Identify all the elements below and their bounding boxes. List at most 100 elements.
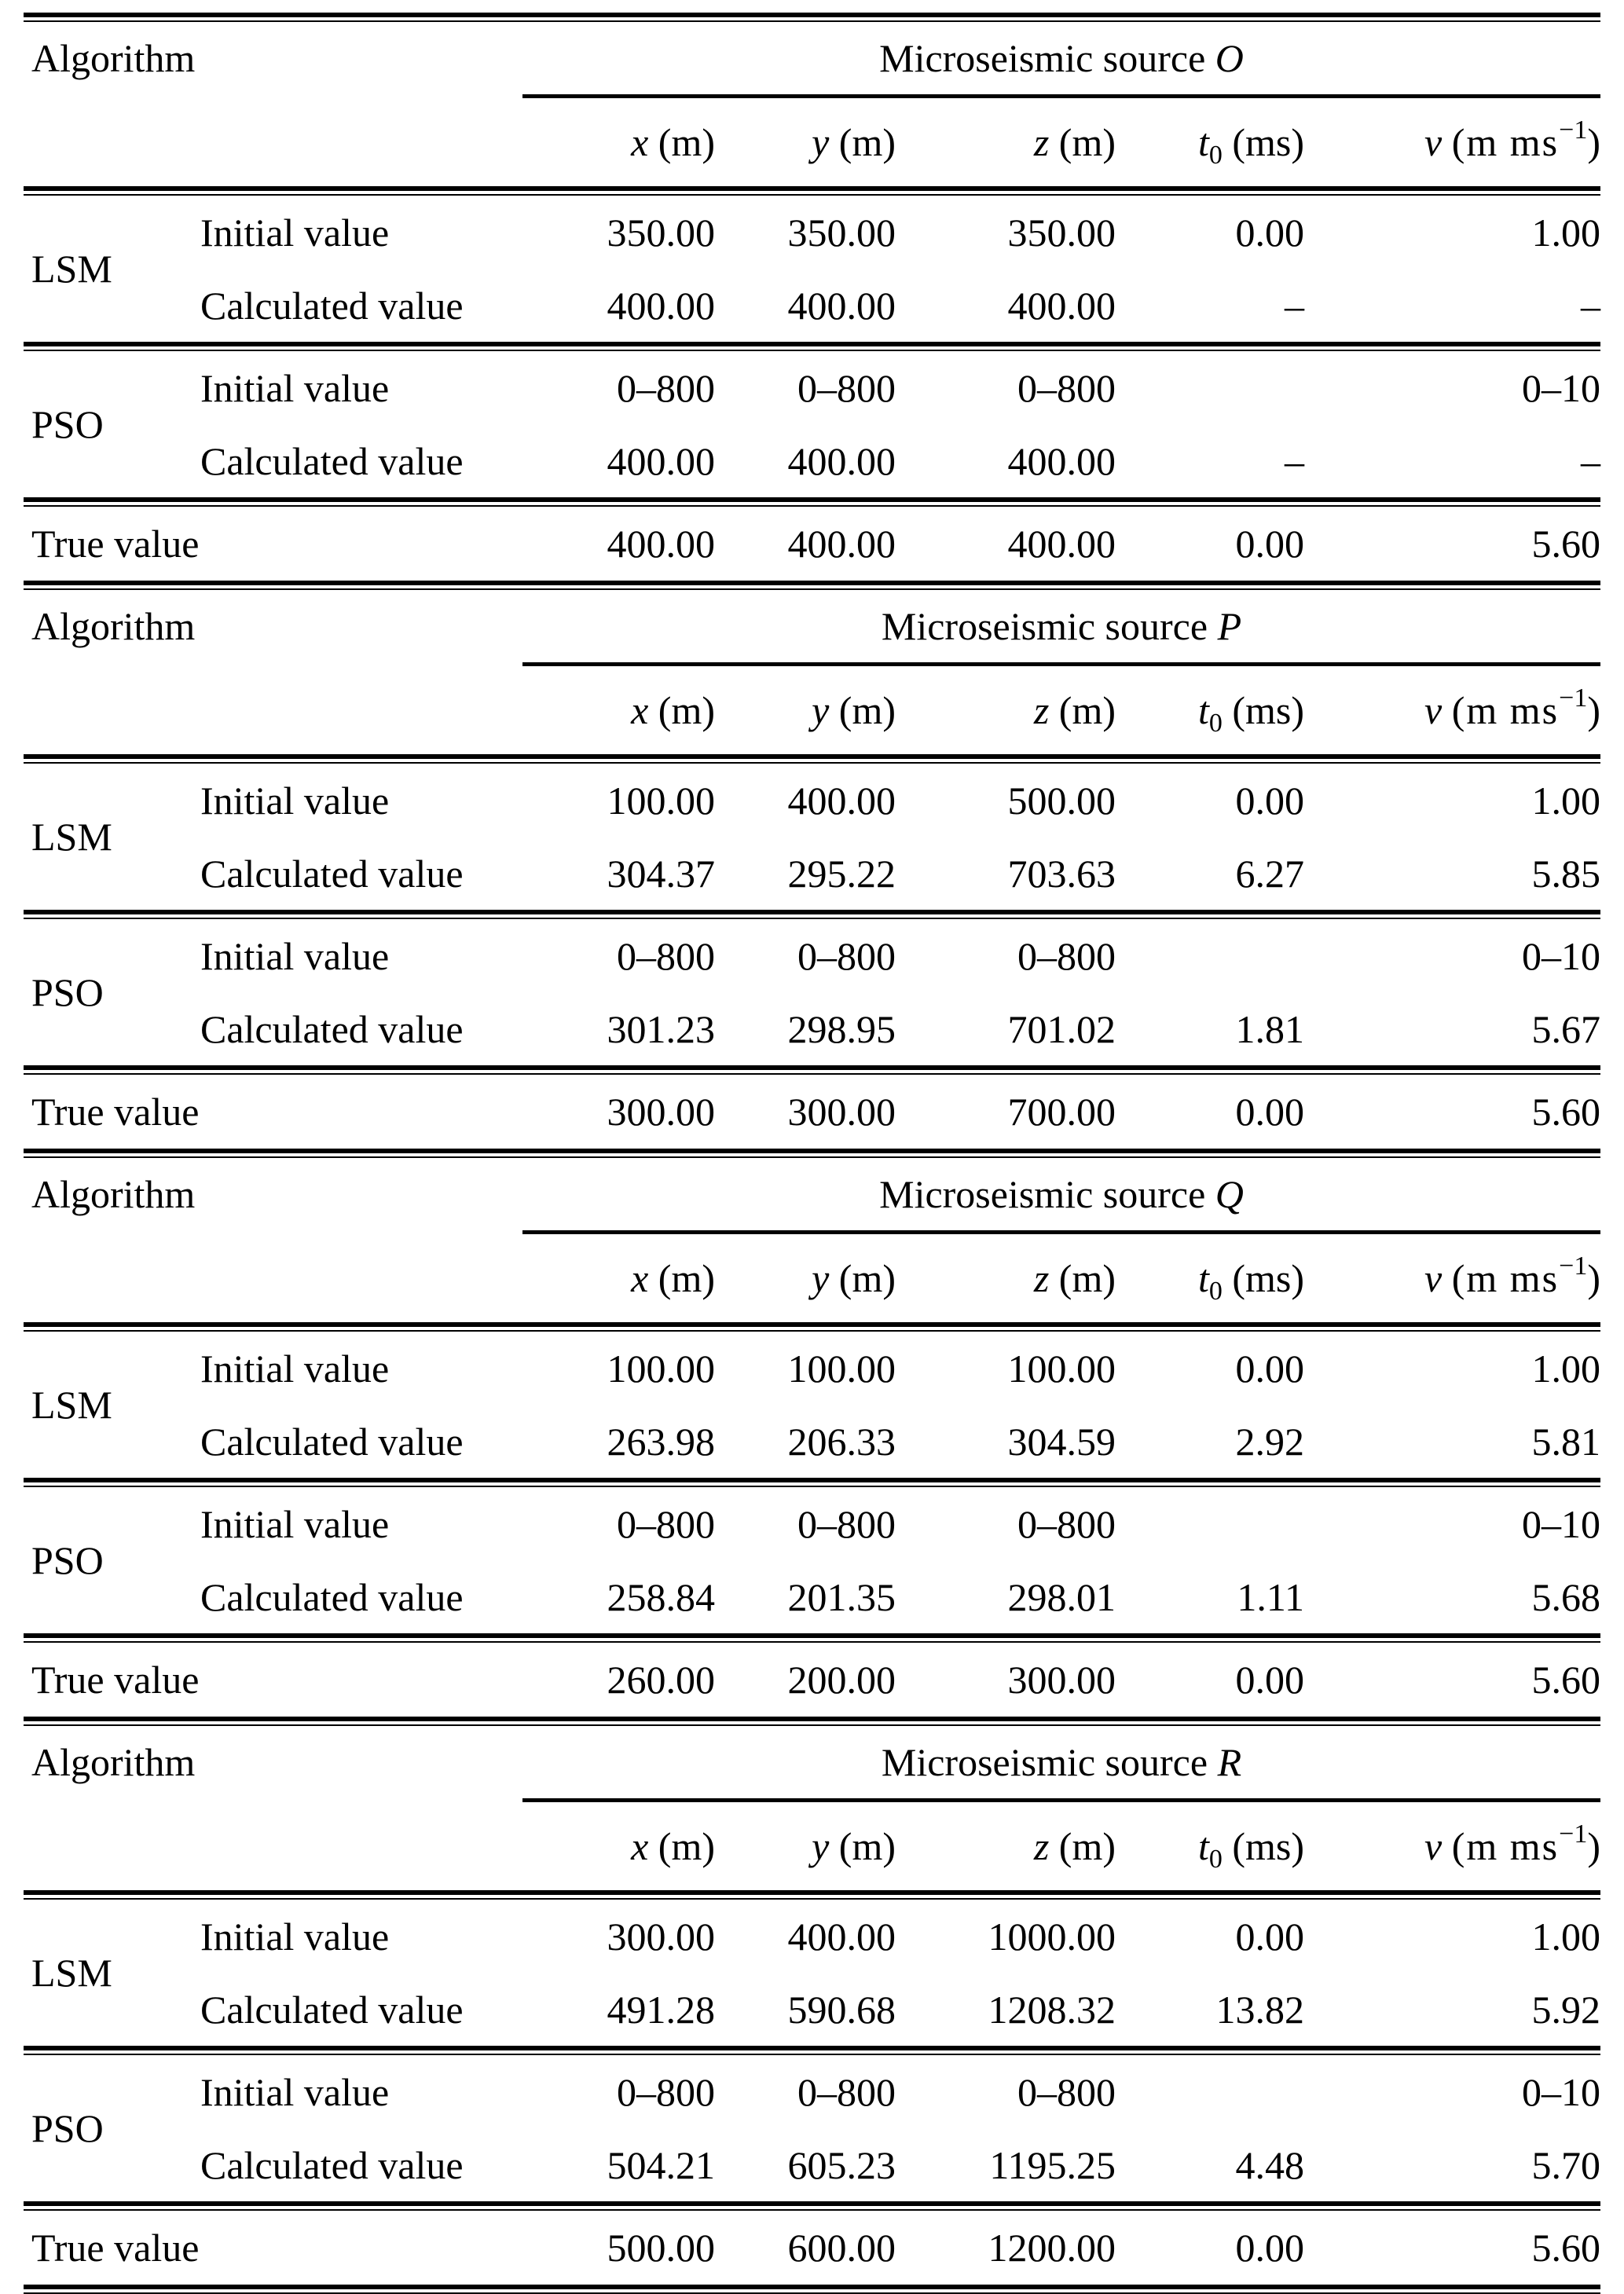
column-header-row: x (m) y (m) z (m) t0 (ms) v (m ms−1) — [31, 98, 1600, 186]
lsm-label: LSM — [31, 1951, 112, 1995]
cell-x: 100.00 — [607, 1346, 716, 1391]
lsm-group: LSM Initial value 100.00 400.00 500.00 0… — [31, 764, 1600, 910]
x-unit: (m) — [658, 1824, 715, 1868]
col-header-y: y (m) — [715, 1823, 896, 1869]
true-value-row: True value 400.00 400.00 400.00 0.00 5.6… — [31, 507, 1600, 581]
cell-z: 1000.00 — [988, 1914, 1116, 1959]
true-value-row: True value 260.00 200.00 300.00 0.00 5.6… — [31, 1643, 1600, 1717]
col-header-x: x (m) — [522, 1255, 715, 1301]
col-header-t0: t0 (ms) — [1116, 1255, 1304, 1305]
section-rule — [24, 2201, 1600, 2211]
source-title: Microseismic source P — [522, 603, 1600, 649]
col-header-y: y (m) — [715, 119, 896, 165]
cell-z: 304.59 — [1007, 1419, 1116, 1464]
cell-v: 5.60 — [1531, 1090, 1601, 1134]
t-unit: (ms) — [1232, 688, 1304, 732]
cell-z: 300.00 — [1007, 1658, 1116, 1702]
block-header-row: Algorithm Microseismic source Q — [31, 1158, 1600, 1230]
table-top-rule — [24, 13, 1600, 22]
t-unit: (ms) — [1232, 1256, 1304, 1300]
cell-t0: 0.00 — [1235, 2226, 1305, 2270]
cell-z: 400.00 — [1007, 522, 1116, 566]
cell-x: 0–800 — [617, 1501, 715, 1546]
cell-z: 0–800 — [1017, 2069, 1116, 2114]
y-unit: (m) — [838, 1256, 896, 1300]
lsm-group: LSM Initial value 350.00 350.00 350.00 0… — [31, 196, 1600, 342]
source-title-prefix: Microseismic source — [881, 604, 1208, 648]
true-value-label: True value — [31, 1090, 200, 1134]
section-rule — [24, 2046, 1600, 2055]
cell-t0: 1.81 — [1235, 1006, 1305, 1051]
z-symbol: z — [1033, 120, 1050, 164]
cell-y: 400.00 — [787, 522, 896, 566]
cell-y: 100.00 — [787, 1346, 896, 1391]
v-symbol: v — [1424, 688, 1443, 732]
section-rule — [24, 1065, 1600, 1075]
pso-group: PSO Initial value 0–800 0–800 0–800 0–10… — [31, 1487, 1600, 1633]
section-rule — [24, 1717, 1600, 1726]
row-label-calculated: Calculated value — [200, 1006, 464, 1051]
cell-t0: 6.27 — [1235, 851, 1305, 896]
col-header-t0: t0 (ms) — [1116, 1823, 1304, 1873]
v-unit-close: ) — [1587, 1256, 1600, 1300]
cell-v: 0–10 — [1522, 365, 1600, 410]
cell-z: 0–800 — [1017, 365, 1116, 410]
cell-y: 0–800 — [797, 365, 896, 410]
z-symbol: z — [1033, 1824, 1050, 1868]
source-title-prefix: Microseismic source — [881, 1740, 1208, 1784]
v-symbol: v — [1424, 1256, 1443, 1300]
t-subscript: 0 — [1208, 709, 1223, 738]
col-header-v: v (m ms−1) — [1304, 117, 1600, 165]
cell-z: 700.00 — [1007, 1090, 1116, 1134]
lsm-label: LSM — [31, 815, 112, 859]
algorithm-column-header: Algorithm — [31, 1740, 196, 1784]
cell-t0: 0.00 — [1235, 1658, 1305, 1702]
v-superscript: −1 — [1559, 683, 1588, 713]
cell-t0: 0.00 — [1235, 1346, 1305, 1391]
cell-v: 0–10 — [1522, 2069, 1600, 2114]
t-unit: (ms) — [1232, 1824, 1304, 1868]
cell-x: 500.00 — [607, 2226, 716, 2270]
z-unit: (m) — [1058, 1824, 1116, 1868]
col-header-v: v (m ms−1) — [1304, 1253, 1600, 1301]
pso-label: PSO — [31, 2106, 104, 2150]
row-label-calculated: Calculated value — [200, 283, 464, 328]
cell-v: 1.00 — [1531, 778, 1601, 823]
v-unit-open: (m ms — [1451, 120, 1560, 164]
v-symbol: v — [1424, 120, 1443, 164]
pso-group: PSO Initial value 0–800 0–800 0–800 0–10… — [31, 2055, 1600, 2201]
row-label-initial: Initial value — [200, 778, 390, 823]
pso-label: PSO — [31, 970, 104, 1014]
source-title: Microseismic source O — [522, 35, 1600, 81]
v-unit-open: (m ms — [1451, 688, 1560, 732]
x-unit: (m) — [658, 688, 715, 732]
cell-y: 350.00 — [787, 210, 896, 255]
cell-x: 504.21 — [607, 2142, 716, 2187]
cell-t0: 0.00 — [1235, 1090, 1305, 1134]
cell-x: 491.28 — [607, 1987, 716, 2032]
source-title-id: P — [1217, 604, 1242, 648]
cell-z: 0–800 — [1017, 933, 1116, 978]
section-rule — [24, 497, 1600, 507]
row-label-initial: Initial value — [200, 210, 390, 255]
true-value-label: True value — [31, 522, 200, 566]
y-symbol: y — [812, 1256, 830, 1300]
source-title-id: R — [1217, 1740, 1242, 1784]
cell-x: 258.84 — [607, 1574, 716, 1619]
cell-x: 0–800 — [617, 365, 715, 410]
pso-group: PSO Initial value 0–800 0–800 0–800 0–10… — [31, 919, 1600, 1065]
v-superscript: −1 — [1559, 115, 1588, 145]
col-header-x: x (m) — [522, 687, 715, 733]
cell-x: 400.00 — [607, 283, 716, 328]
source-header-underline — [522, 1230, 1600, 1234]
row-label-initial: Initial value — [200, 1346, 390, 1391]
column-header-row: x (m) y (m) z (m) t0 (ms) v (m ms−1) — [31, 1234, 1600, 1322]
algorithm-column-header: Algorithm — [31, 1172, 196, 1216]
x-symbol: x — [631, 120, 649, 164]
cell-z: 100.00 — [1007, 1346, 1116, 1391]
col-header-z: z (m) — [896, 119, 1116, 165]
y-symbol: y — [812, 688, 830, 732]
col-header-y: y (m) — [715, 1255, 896, 1301]
cell-z: 500.00 — [1007, 778, 1116, 823]
pso-group: PSO Initial value 0–800 0–800 0–800 0–10… — [31, 351, 1600, 497]
